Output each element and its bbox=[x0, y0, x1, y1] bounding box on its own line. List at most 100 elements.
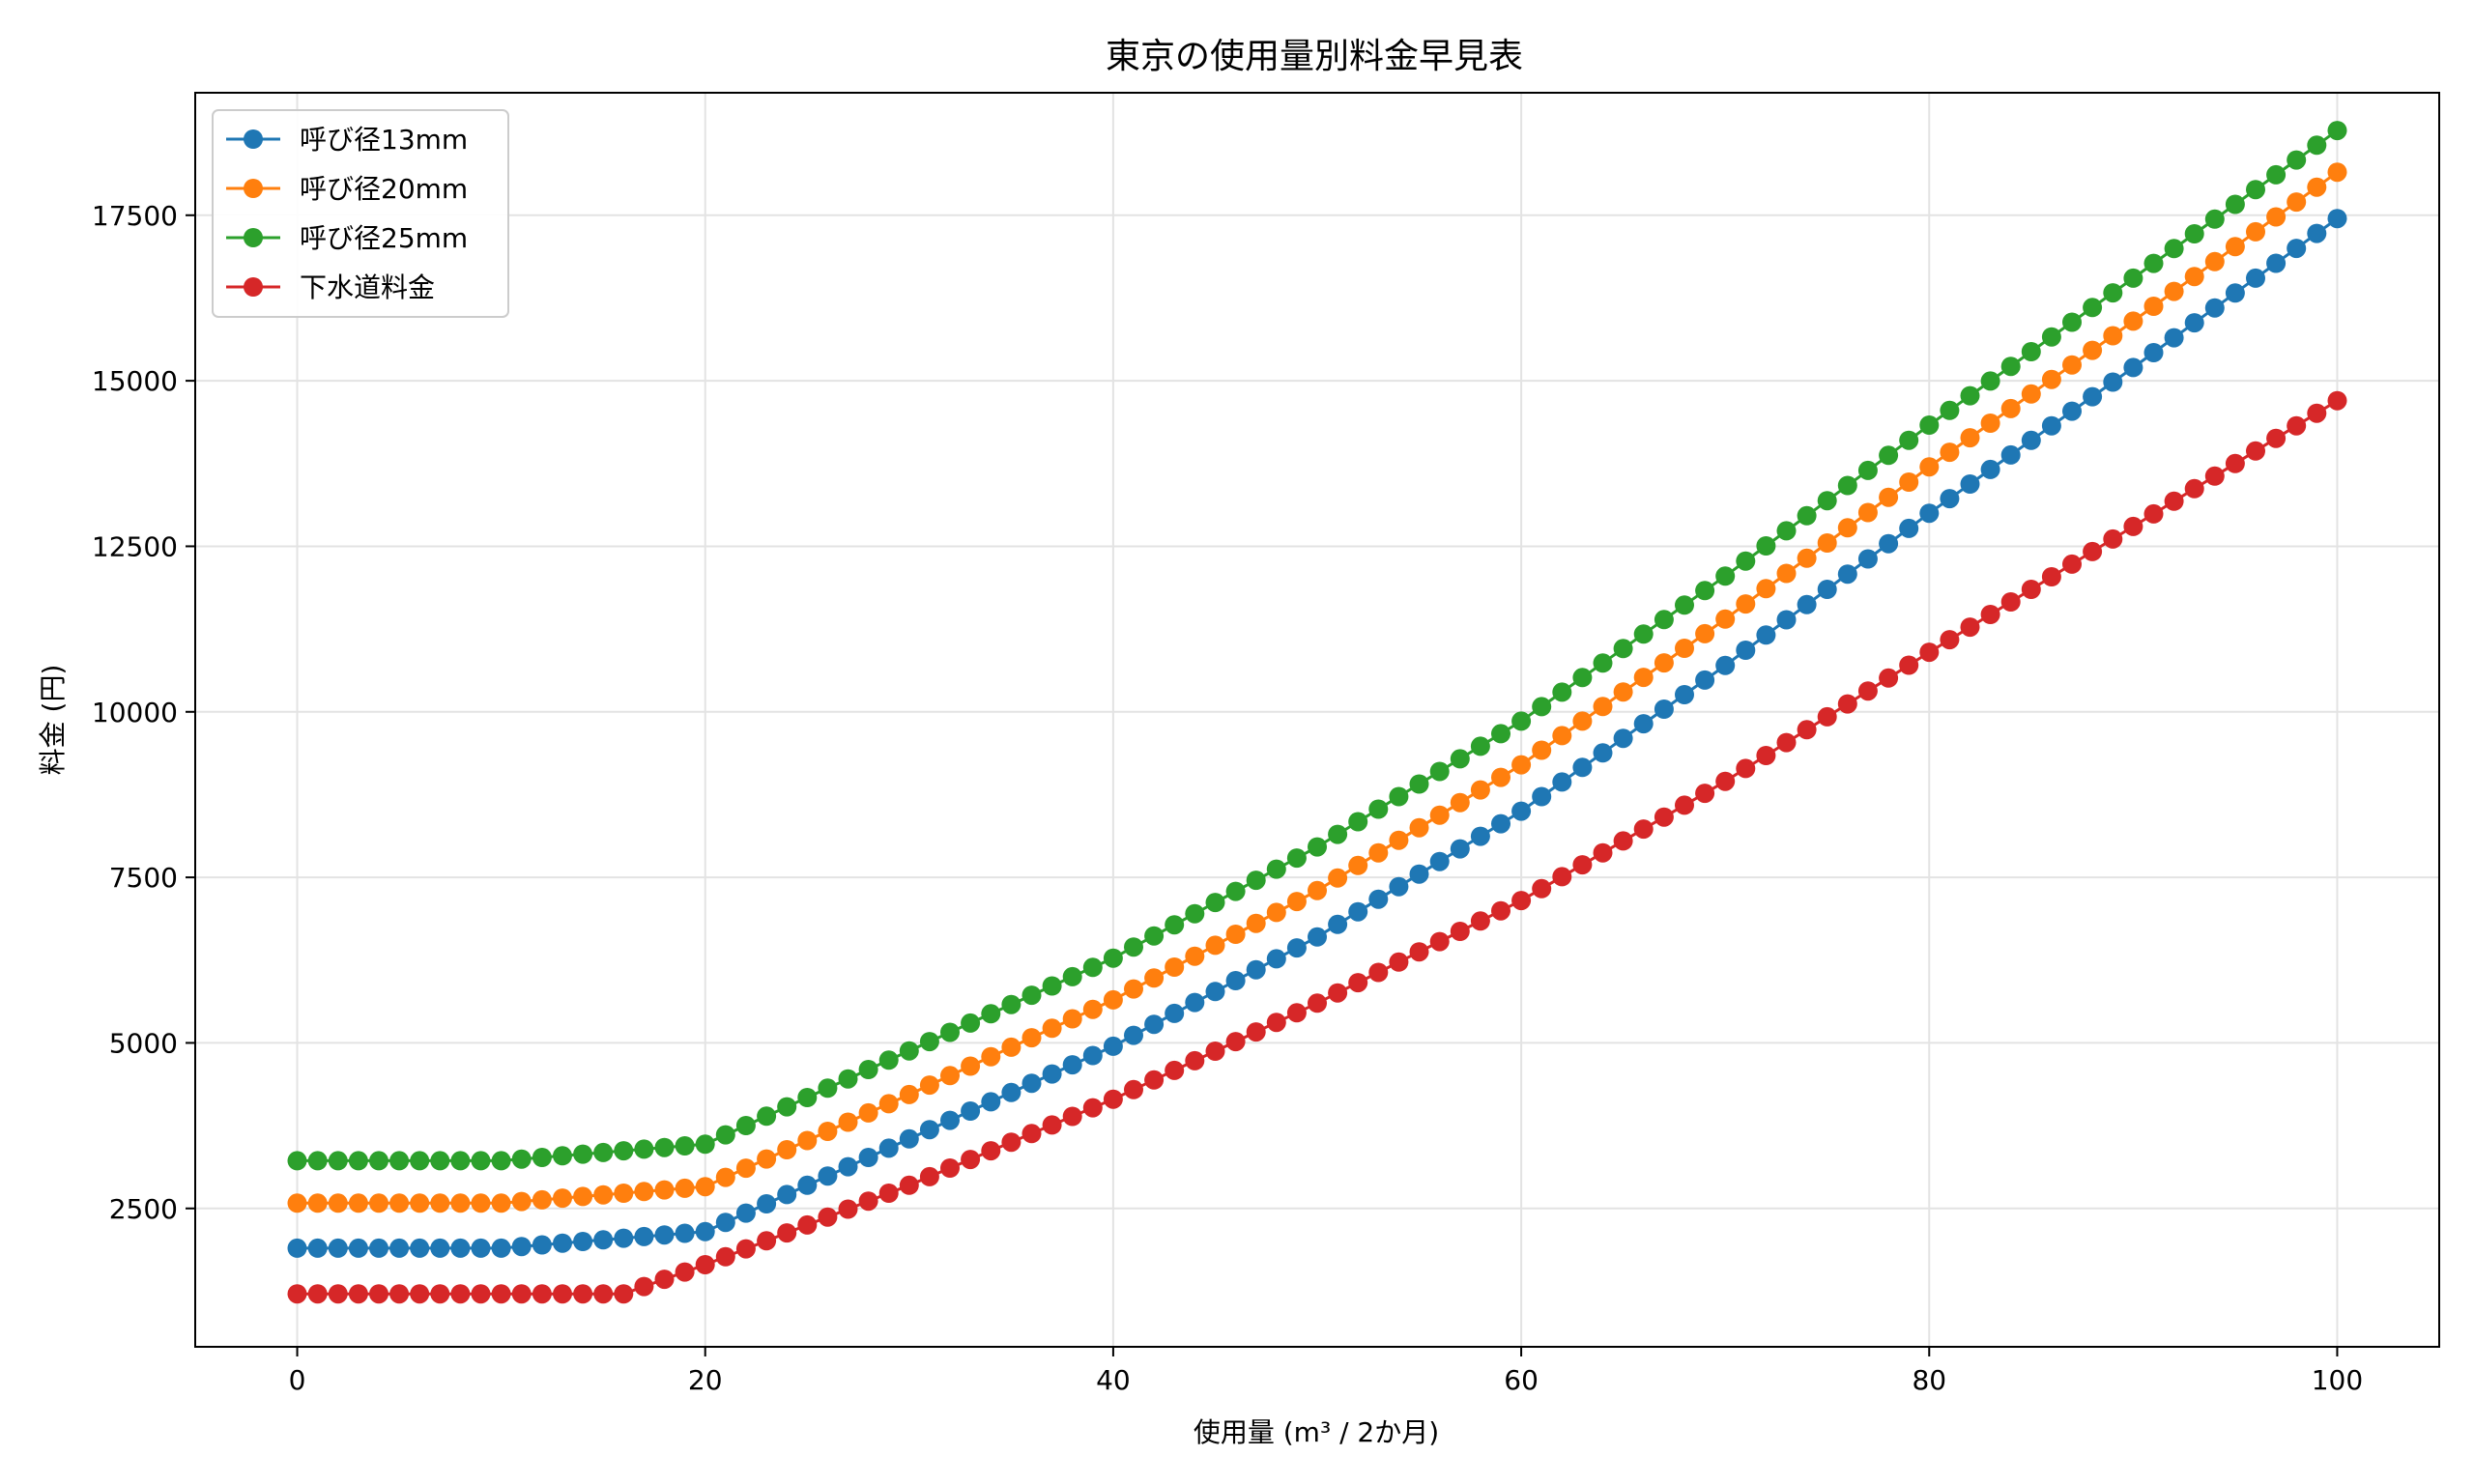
data-point bbox=[715, 1125, 735, 1145]
data-point bbox=[1389, 952, 1409, 972]
data-point bbox=[1960, 428, 1980, 448]
data-point bbox=[1593, 697, 1613, 717]
data-point bbox=[1511, 891, 1532, 911]
data-point bbox=[1082, 1098, 1103, 1118]
data-point bbox=[2266, 164, 2287, 185]
data-point bbox=[307, 1193, 328, 1213]
data-point bbox=[1103, 989, 1123, 1010]
data-point bbox=[1675, 685, 1694, 704]
chart-title: 東京の使用量別料金早見表 bbox=[1106, 37, 1523, 76]
data-point bbox=[1756, 746, 1776, 765]
data-point bbox=[675, 1262, 695, 1282]
data-point bbox=[1368, 842, 1389, 863]
data-point bbox=[369, 1238, 388, 1258]
data-point bbox=[2164, 328, 2184, 348]
data-point bbox=[1837, 475, 1857, 496]
data-point bbox=[757, 1106, 777, 1127]
data-point bbox=[573, 1284, 593, 1304]
data-point bbox=[593, 1284, 614, 1304]
data-point bbox=[1756, 579, 1776, 599]
data-point bbox=[410, 1284, 430, 1304]
data-point bbox=[2000, 398, 2021, 418]
data-point bbox=[981, 1141, 1001, 1161]
data-point bbox=[1308, 993, 1327, 1013]
data-point bbox=[1001, 1037, 1021, 1057]
data-point bbox=[532, 1189, 552, 1210]
data-point bbox=[2327, 209, 2347, 229]
data-point bbox=[1633, 624, 1654, 644]
data-point bbox=[2062, 312, 2082, 332]
data-point bbox=[1491, 724, 1510, 744]
data-point bbox=[471, 1284, 491, 1304]
series-1 bbox=[287, 209, 2347, 1258]
data-point bbox=[1837, 518, 1857, 538]
data-point bbox=[348, 1238, 368, 1258]
data-point bbox=[1552, 682, 1572, 702]
data-point bbox=[389, 1238, 410, 1258]
data-point bbox=[878, 1050, 899, 1070]
data-point bbox=[675, 1136, 695, 1156]
data-point bbox=[307, 1151, 328, 1171]
data-point bbox=[1511, 755, 1532, 775]
series-2 bbox=[287, 162, 2347, 1213]
data-point bbox=[2266, 253, 2287, 273]
data-point bbox=[553, 1233, 572, 1253]
legend-item: 下水道料金 bbox=[226, 271, 435, 303]
data-point bbox=[2021, 580, 2041, 599]
data-point bbox=[1552, 772, 1572, 792]
data-point bbox=[1389, 786, 1409, 807]
data-point bbox=[981, 1004, 1001, 1024]
data-point bbox=[389, 1284, 410, 1304]
data-point bbox=[553, 1284, 572, 1304]
plot-area bbox=[287, 121, 2347, 1304]
data-point bbox=[1797, 720, 1817, 740]
data-point bbox=[2062, 554, 2082, 574]
legend-marker bbox=[244, 228, 263, 247]
data-point bbox=[287, 1151, 307, 1171]
data-point bbox=[1225, 881, 1246, 901]
data-point bbox=[2225, 453, 2245, 473]
data-point bbox=[1879, 487, 1899, 507]
data-point bbox=[450, 1284, 471, 1304]
data-point bbox=[1389, 876, 1409, 897]
data-point bbox=[2204, 251, 2225, 271]
data-point bbox=[1837, 564, 1857, 585]
legend: 呼び径13mm 呼び径20mm 呼び径25mm 下水道料金 bbox=[212, 109, 509, 318]
data-point bbox=[511, 1191, 532, 1212]
data-point bbox=[1409, 942, 1429, 962]
data-point bbox=[614, 1284, 634, 1304]
data-point bbox=[1042, 1115, 1062, 1135]
data-point bbox=[899, 1041, 919, 1061]
legend-label: 呼び径20mm bbox=[300, 173, 468, 205]
data-point bbox=[1042, 1018, 1062, 1039]
data-point bbox=[1776, 563, 1797, 584]
data-point bbox=[2062, 401, 2082, 421]
data-point bbox=[1062, 1055, 1082, 1075]
data-point bbox=[1857, 549, 1878, 569]
data-point bbox=[961, 1150, 981, 1170]
data-point bbox=[1021, 1124, 1042, 1144]
data-point bbox=[654, 1225, 675, 1245]
data-point bbox=[1246, 1022, 1266, 1042]
legend-item: 呼び径25mm bbox=[226, 222, 468, 254]
data-point bbox=[1103, 1089, 1123, 1109]
data-point bbox=[858, 1148, 878, 1167]
data-point bbox=[593, 1230, 614, 1250]
data-point bbox=[2327, 390, 2347, 411]
data-point bbox=[899, 1175, 919, 1195]
data-point bbox=[1857, 460, 1878, 480]
data-point bbox=[1736, 551, 1756, 571]
data-point bbox=[1511, 711, 1532, 731]
data-point bbox=[2307, 223, 2327, 243]
data-point bbox=[1940, 442, 1960, 463]
data-point bbox=[2287, 415, 2307, 436]
data-point bbox=[1736, 641, 1756, 660]
data-point bbox=[511, 1237, 532, 1257]
data-point bbox=[1857, 502, 1878, 523]
data-point bbox=[369, 1193, 388, 1213]
data-point bbox=[1980, 459, 2000, 479]
data-point bbox=[1817, 491, 1837, 511]
x-tick-label: 100 bbox=[2312, 1364, 2363, 1396]
data-point bbox=[2143, 297, 2164, 316]
data-point bbox=[2041, 567, 2061, 586]
